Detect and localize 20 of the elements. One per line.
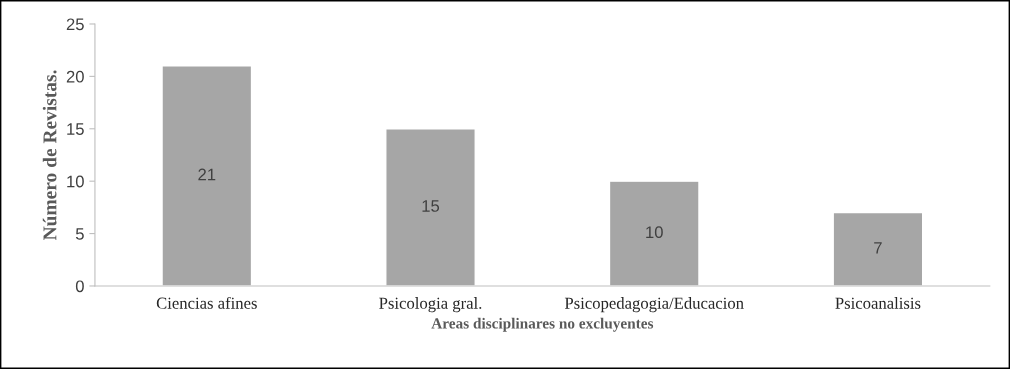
data-label: 7 [874, 242, 882, 254]
data-label: 10 [646, 226, 663, 239]
bar [608, 180, 700, 286]
y-tick-label: 25 [66, 18, 84, 31]
x-tick-label: Psicoanalisis [835, 297, 921, 309]
bar [385, 128, 476, 286]
x-tick-label: Psicologia gral. [379, 297, 482, 313]
y-axis-title: Número de Revistas. [42, 70, 57, 241]
y-tick-label: 20 [66, 70, 84, 83]
bar [832, 211, 924, 286]
x-tick-label: Ciencias afines [156, 296, 257, 309]
y-tick-label: 5 [75, 228, 84, 240]
data-label: 15 [422, 200, 440, 212]
bar [161, 65, 253, 286]
y-tick-label: 10 [67, 175, 84, 188]
y-tick-label: 0 [75, 280, 84, 293]
y-tick-label: 15 [67, 123, 84, 135]
data-label: 21 [198, 168, 216, 181]
x-tick-label: Psicopedagogia/Educacion [564, 297, 744, 313]
x-axis-title: Areas disciplinares no excluyentes [431, 317, 654, 332]
